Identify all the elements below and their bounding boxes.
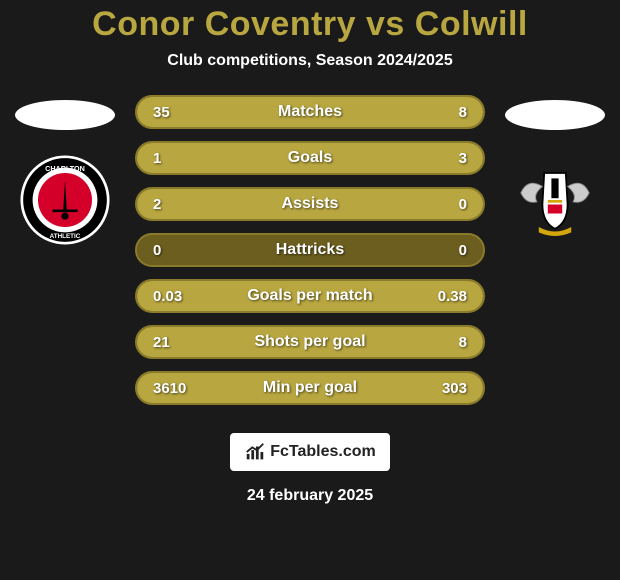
chart-icon [244,441,266,463]
stat-value-right: 3 [413,150,483,167]
comparison-card: Conor Coventry vs Colwill Club competiti… [0,0,620,580]
stat-value-right: 8 [413,334,483,351]
stat-value-left: 1 [137,150,207,167]
stat-row: 0.03Goals per match0.38 [135,279,485,313]
stat-value-left: 0 [137,242,207,259]
stat-value-left: 0.03 [137,288,207,305]
stat-row: 2Assists0 [135,187,485,221]
stat-label: Shots per goal [207,333,413,351]
stat-label: Goals [207,149,413,167]
club-crest-charlton: CHARLTON ATHLETIC [20,155,110,245]
stat-value-right: 0 [413,196,483,213]
player-avatar-placeholder [15,100,115,130]
stat-label: Goals per match [207,287,413,305]
stat-value-left: 2 [137,196,207,213]
player-avatar-placeholder [505,100,605,130]
stat-row: 1Goals3 [135,141,485,175]
right-player-column [505,95,605,245]
stat-row: 0Hattricks0 [135,233,485,267]
stat-label: Matches [207,103,413,121]
fctables-logo[interactable]: FcTables.com [230,433,390,471]
footer-brand-text: FcTables.com [270,443,376,461]
stat-label: Min per goal [207,379,413,397]
stat-row: 35Matches8 [135,95,485,129]
stat-value-right: 303 [413,380,483,397]
svg-text:ATHLETIC: ATHLETIC [50,233,81,240]
stats-table: 35Matches81Goals32Assists00Hattricks00.0… [135,95,485,405]
main-row: CHARLTON ATHLETIC 35Matches81Goals32Assi… [0,95,620,405]
left-player-column: CHARLTON ATHLETIC [15,95,115,245]
stat-row: 3610Min per goal303 [135,371,485,405]
stat-label: Assists [207,195,413,213]
stat-value-left: 21 [137,334,207,351]
stat-value-right: 0.38 [413,288,483,305]
stat-value-left: 35 [137,104,207,121]
club-crest-exeter [510,155,600,245]
stat-value-right: 0 [413,242,483,259]
stat-value-right: 8 [413,104,483,121]
page-title: Conor Coventry vs Colwill [92,5,528,44]
page-subtitle: Club competitions, Season 2024/2025 [167,52,452,70]
svg-text:CHARLTON: CHARLTON [45,164,85,173]
stat-label: Hattricks [207,241,413,259]
stat-value-left: 3610 [137,380,207,397]
comparison-date: 24 february 2025 [247,487,373,505]
stat-row: 21Shots per goal8 [135,325,485,359]
